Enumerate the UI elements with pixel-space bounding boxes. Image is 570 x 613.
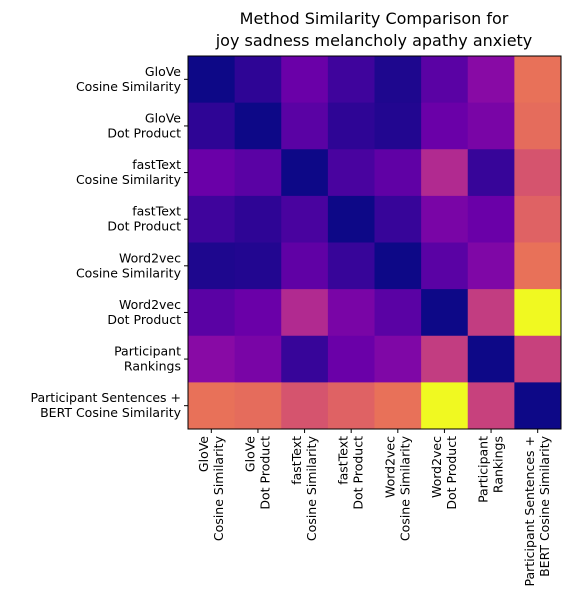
heatmap-cell-r6-c4 (374, 335, 422, 383)
y-tick-label-7: Participant Sentences + BERT Cosine Simil… (31, 390, 182, 420)
y-tick-label-3: fastText Dot Product (107, 204, 181, 234)
heatmap-cell-r2-c1 (234, 149, 282, 197)
heatmap-cell-r4-c5 (421, 242, 469, 290)
heatmap-cell-r5-c0 (188, 289, 236, 337)
heatmap-cell-r4-c3 (327, 242, 376, 290)
y-tick-label-5: Word2vec Dot Product (107, 297, 181, 327)
heatmap-cell-r1-c3 (327, 102, 376, 150)
heatmap-cell-r6-c0 (188, 335, 236, 383)
heatmap-cell-r7-c1 (234, 382, 282, 430)
y-tick-label-0: GloVe Cosine Similarity (76, 64, 182, 94)
heatmap-cell-r4-c4 (374, 242, 422, 290)
heatmap-cell-r5-c6 (467, 289, 515, 337)
heatmap-cell-r3-c5 (421, 195, 469, 244)
heatmap-cell-r3-c0 (188, 195, 236, 244)
heatmap-cell-r1-c6 (467, 102, 515, 150)
heatmap-cell-r6-c1 (234, 335, 282, 383)
heatmap-cell-r2-c6 (467, 149, 515, 197)
heatmap-cell-r3-c3 (327, 195, 376, 244)
x-tick-label-5: Word2vecDot Product (429, 436, 459, 510)
chart-title-line-1: Method Similarity Comparison for (240, 9, 509, 28)
x-tick-label-1: GloVeDot Product (242, 436, 272, 510)
heatmap-cell-r0-c6 (467, 56, 515, 104)
heatmap-cell-r6-c6 (467, 335, 515, 383)
heatmap-cell-r0-c0 (188, 56, 236, 104)
heatmap-cell-r0-c4 (374, 56, 422, 104)
heatmap-cell-r5-c5 (421, 289, 469, 337)
heatmap-cell-r2-c7 (514, 149, 562, 197)
heatmap-cell-r0-c3 (327, 56, 376, 104)
heatmap-cell-r3-c6 (467, 195, 515, 244)
heatmap-cell-r7-c7 (514, 382, 562, 430)
heatmap-cell-r4-c7 (514, 242, 562, 290)
heatmap-cell-r6-c5 (421, 335, 469, 383)
heatmap-cell-r2-c3 (327, 149, 376, 197)
heatmap-cell-r7-c6 (467, 382, 515, 430)
heatmap-cell-r1-c5 (421, 102, 469, 150)
x-tick-label-7: Participant Sentences +BERT Cosine Simil… (522, 435, 552, 586)
x-tick-label-4: Word2vecCosine Similarity (382, 435, 412, 541)
heatmap-cell-r7-c4 (374, 382, 422, 430)
heatmap-cell-r6-c2 (281, 335, 329, 383)
heatmap-cell-r6-c3 (327, 335, 376, 383)
heatmap-cell-r1-c7 (514, 102, 562, 150)
heatmap-cell-r1-c1 (234, 102, 282, 150)
heatmap-cell-r5-c1 (234, 289, 282, 337)
heatmap-cell-r5-c7 (514, 289, 562, 337)
heatmap-cell-r0-c1 (234, 56, 282, 104)
heatmap-cells (188, 56, 562, 430)
heatmap-cell-r7-c3 (327, 382, 376, 430)
heatmap-cell-r1-c0 (188, 102, 236, 150)
heatmap-cell-r0-c7 (514, 56, 562, 104)
heatmap-cell-r2-c4 (374, 149, 422, 197)
heatmap-cell-r4-c6 (467, 242, 515, 290)
x-tick-label-6: ParticipantRankings (476, 436, 506, 503)
heatmap-cell-r1-c4 (374, 102, 422, 150)
heatmap-cell-r2-c0 (188, 149, 236, 197)
y-tick-label-4: Word2vec Cosine Similarity (76, 250, 182, 280)
heatmap-cell-r0-c5 (421, 56, 469, 104)
heatmap-cell-r6-c7 (514, 335, 562, 383)
chart-title-line-2: joy sadness melancholy apathy anxiety (215, 31, 533, 50)
heatmap-cell-r5-c3 (327, 289, 376, 337)
heatmap-cell-r3-c4 (374, 195, 422, 244)
heatmap-cell-r4-c0 (188, 242, 236, 290)
plot-frame (187, 55, 562, 430)
heatmap-cell-r0-c2 (281, 56, 329, 104)
heatmap-cell-r2-c5 (421, 149, 469, 197)
heatmap-cell-r7-c0 (188, 382, 236, 430)
y-axis-ticks: GloVe Cosine Similarity GloVe Dot Product fa… (31, 64, 188, 420)
heatmap-cell-r5-c4 (374, 289, 422, 337)
heatmap-cell-r3-c1 (234, 195, 282, 244)
y-tick-label-2: fastText Cosine Similarity (76, 157, 182, 187)
heatmap-cell-r2-c2 (281, 149, 329, 197)
x-tick-label-0: GloVeCosine Similarity (196, 435, 226, 541)
heatmap-cell-r3-c2 (281, 195, 329, 244)
y-tick-label-6: Participant Rankings (114, 344, 181, 374)
x-axis-ticks: GloVeCosine Similarity GloVeDot Product fa… (196, 429, 552, 586)
heatmap-cell-r7-c5 (421, 382, 469, 430)
x-tick-label-2: fastTextCosine Similarity (289, 435, 319, 541)
heatmap-cell-r1-c2 (281, 102, 329, 150)
y-tick-label-1: GloVe Dot Product (107, 110, 181, 140)
heatmap-cell-r5-c2 (281, 289, 329, 337)
heatmap-cell-r7-c2 (281, 382, 329, 430)
heatmap-cell-r3-c7 (514, 195, 562, 244)
x-tick-label-3: fastTextDot Product (336, 436, 366, 510)
heatmap-cell-r4-c1 (234, 242, 282, 290)
heatmap-cell-r4-c2 (281, 242, 329, 290)
